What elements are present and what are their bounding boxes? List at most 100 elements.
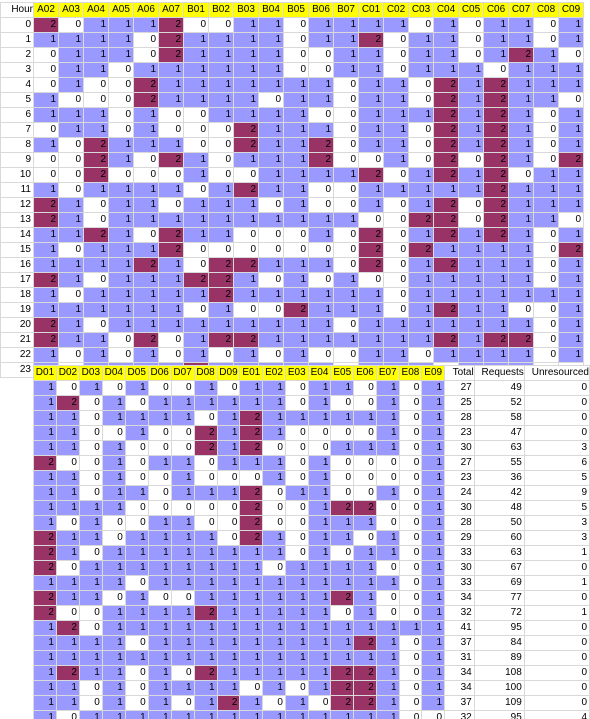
cell[interactable]: 2: [308, 152, 334, 168]
cell[interactable]: 1: [375, 425, 400, 441]
cell[interactable]: 1: [33, 182, 59, 198]
cell[interactable]: 1: [262, 665, 286, 681]
hour-cell[interactable]: 21: [0, 332, 34, 348]
cell[interactable]: 1: [508, 242, 534, 258]
cell[interactable]: 0: [458, 212, 484, 228]
cell[interactable]: 1: [239, 575, 264, 591]
cell[interactable]: 2: [233, 122, 259, 138]
cell[interactable]: 1: [133, 287, 159, 303]
cell[interactable]: 1: [458, 182, 484, 198]
cell[interactable]: 1: [216, 560, 241, 576]
cell[interactable]: 0: [333, 257, 359, 273]
cell[interactable]: 1: [558, 167, 584, 183]
cell[interactable]: 0: [183, 182, 209, 198]
cell[interactable]: 0: [216, 530, 241, 546]
cell[interactable]: 1: [83, 287, 109, 303]
cell[interactable]: 1: [208, 182, 234, 198]
requests-cell[interactable]: 67: [473, 560, 525, 576]
cell[interactable]: 1: [216, 635, 241, 651]
cell[interactable]: 1: [258, 122, 284, 138]
cell[interactable]: 1: [307, 545, 332, 561]
cell[interactable]: 0: [147, 470, 172, 486]
cell[interactable]: 0: [108, 77, 134, 93]
cell[interactable]: 2: [158, 47, 184, 63]
cell[interactable]: 1: [239, 620, 264, 636]
cell[interactable]: 1: [101, 470, 126, 486]
cell[interactable]: 1: [558, 62, 584, 78]
cell[interactable]: 1: [55, 410, 80, 426]
cell[interactable]: 1: [308, 257, 334, 273]
cell[interactable]: 2: [483, 77, 509, 93]
cell[interactable]: 1: [124, 590, 149, 606]
cell[interactable]: 1: [58, 62, 84, 78]
cell[interactable]: 1: [375, 485, 400, 501]
cell[interactable]: 1: [458, 62, 484, 78]
cell[interactable]: 1: [284, 605, 309, 621]
cell[interactable]: 1: [208, 302, 234, 318]
cell[interactable]: 1: [124, 560, 149, 576]
cell[interactable]: 1: [170, 530, 195, 546]
cell[interactable]: 1: [208, 107, 234, 123]
cell[interactable]: 1: [183, 167, 209, 183]
total-cell[interactable]: 30: [444, 440, 475, 456]
cell[interactable]: 1: [383, 92, 409, 108]
cell[interactable]: 2: [483, 107, 509, 123]
cell[interactable]: 1: [124, 710, 149, 719]
cell[interactable]: 2: [433, 227, 459, 243]
cell[interactable]: 0: [83, 317, 109, 333]
cell[interactable]: 1: [358, 62, 384, 78]
cell[interactable]: 1: [284, 410, 309, 426]
unresourced-cell[interactable]: 0: [523, 590, 590, 606]
cell[interactable]: 0: [408, 152, 434, 168]
cell[interactable]: 1: [58, 212, 84, 228]
cell[interactable]: 2: [233, 182, 259, 198]
cell[interactable]: 0: [170, 695, 195, 711]
cell[interactable]: 1: [33, 485, 57, 501]
cell[interactable]: 0: [58, 182, 84, 198]
cell[interactable]: 1: [408, 287, 434, 303]
cell[interactable]: 1: [239, 710, 264, 719]
cell[interactable]: 1: [262, 590, 286, 606]
cell[interactable]: 2: [483, 332, 509, 348]
cell[interactable]: 1: [358, 332, 384, 348]
cell[interactable]: 1: [133, 242, 159, 258]
column-header[interactable]: C03: [408, 2, 434, 18]
cell[interactable]: 0: [383, 227, 409, 243]
cell[interactable]: 1: [421, 590, 446, 606]
cell[interactable]: 1: [158, 137, 184, 153]
cell[interactable]: 1: [83, 62, 109, 78]
cell[interactable]: 1: [333, 287, 359, 303]
cell[interactable]: 1: [308, 332, 334, 348]
cell[interactable]: 1: [58, 197, 84, 213]
cell[interactable]: 1: [307, 680, 332, 696]
cell[interactable]: 0: [353, 395, 377, 411]
column-header[interactable]: C07: [508, 2, 534, 18]
cell[interactable]: 1: [383, 182, 409, 198]
cell[interactable]: 1: [133, 137, 159, 153]
cell[interactable]: 1: [233, 77, 259, 93]
cell[interactable]: 0: [78, 545, 103, 561]
cell[interactable]: 2: [33, 605, 57, 621]
hour-cell[interactable]: 14: [0, 227, 34, 243]
cell[interactable]: 0: [333, 242, 359, 258]
cell[interactable]: 1: [158, 182, 184, 198]
cell[interactable]: 1: [508, 182, 534, 198]
cell[interactable]: 2: [158, 32, 184, 48]
requests-cell[interactable]: 77: [473, 590, 525, 606]
cell[interactable]: 1: [508, 287, 534, 303]
cell[interactable]: 1: [458, 137, 484, 153]
cell[interactable]: 0: [308, 347, 334, 363]
cell[interactable]: 1: [216, 485, 241, 501]
cell[interactable]: 1: [216, 440, 241, 456]
cell[interactable]: 2: [33, 560, 57, 576]
cell[interactable]: 1: [33, 137, 59, 153]
cell[interactable]: 0: [308, 62, 334, 78]
cell[interactable]: 1: [333, 332, 359, 348]
cell[interactable]: 0: [216, 380, 241, 396]
cell[interactable]: 0: [333, 317, 359, 333]
cell[interactable]: 1: [33, 92, 59, 108]
cell[interactable]: 0: [533, 122, 559, 138]
cell[interactable]: 0: [208, 122, 234, 138]
cell[interactable]: 0: [58, 137, 84, 153]
total-cell[interactable]: 41: [444, 620, 475, 636]
